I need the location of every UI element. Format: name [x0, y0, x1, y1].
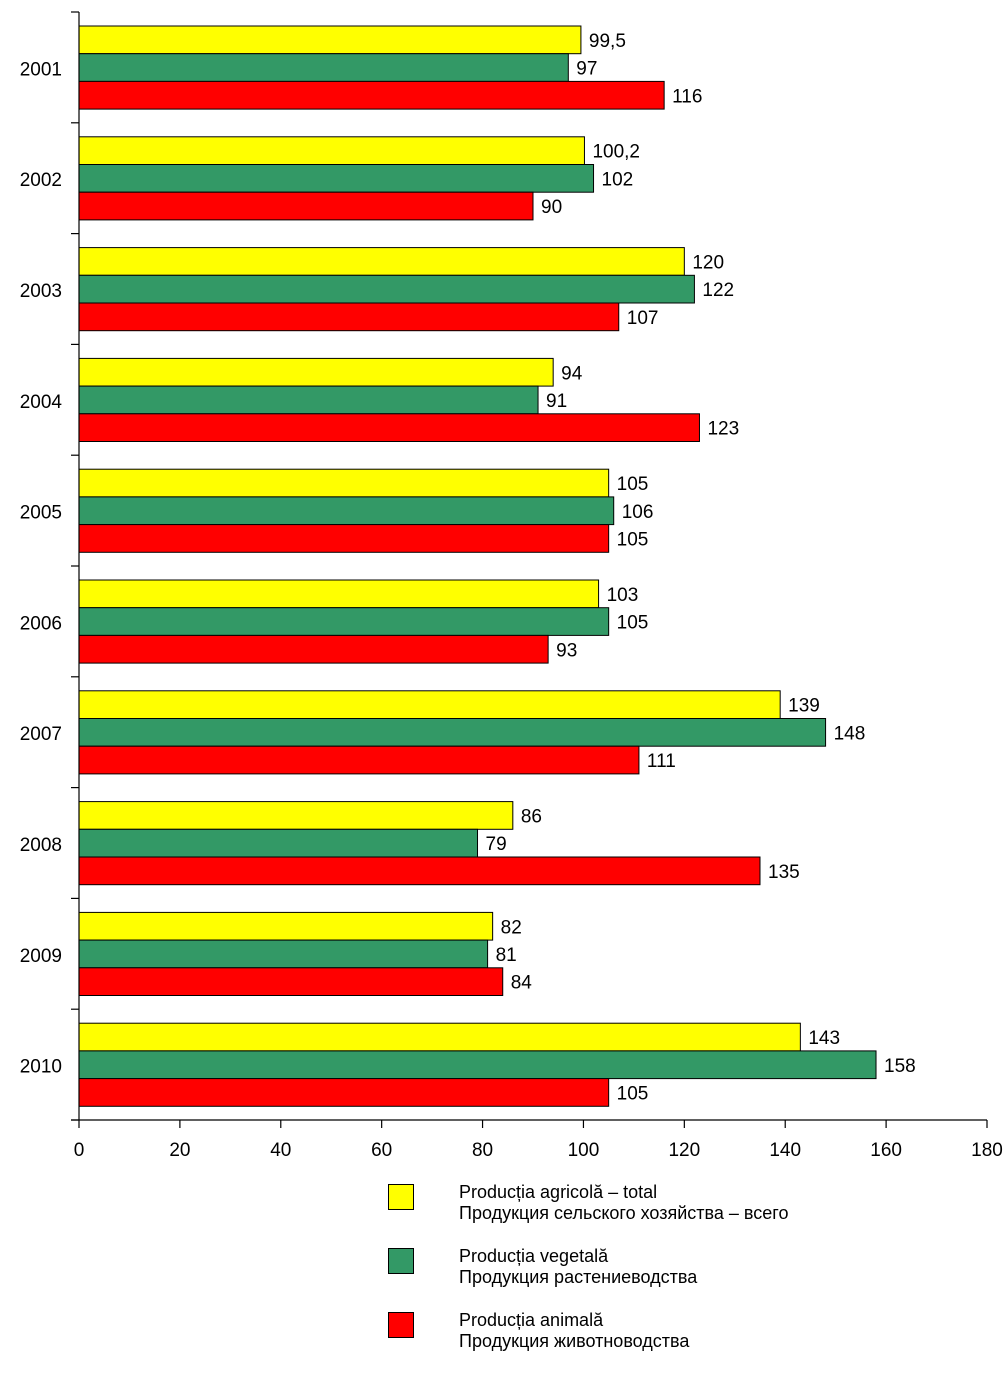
bar	[78, 579, 600, 609]
data-label: 148	[834, 723, 866, 744]
y-tick-label: 2007	[20, 724, 62, 745]
bar	[78, 136, 585, 166]
data-label: 143	[808, 1028, 840, 1049]
legend-label-animal: Producția animală	[459, 1310, 604, 1330]
data-label: 86	[521, 806, 542, 827]
data-label: 105	[617, 1083, 649, 1104]
data-label: 116	[672, 86, 702, 107]
y-tick-label: 2006	[20, 613, 62, 634]
data-label: 94	[561, 363, 583, 384]
bar	[78, 967, 504, 996]
data-label: 106	[622, 502, 654, 523]
bar	[78, 1050, 877, 1080]
legend-swatch-total	[388, 1184, 414, 1210]
bar	[78, 745, 640, 775]
legend-label-vegetal-ru: Продукция растениеводства	[459, 1267, 698, 1287]
data-label: 107	[627, 308, 659, 329]
bar	[78, 385, 539, 415]
data-label: 135	[768, 862, 800, 883]
data-label: 120	[692, 252, 724, 273]
data-label: 105	[617, 613, 649, 634]
bar	[78, 468, 610, 498]
bar	[78, 634, 549, 664]
data-label: 105	[617, 474, 649, 495]
y-tick-label: 2003	[20, 281, 62, 302]
bar-chart: 99,5 97 116 2001 100,2 102 90 2002 120 122 107 2003…	[20, 11, 1003, 1161]
bar	[78, 247, 685, 276]
y-tick-label: 2005	[20, 503, 62, 524]
bar	[78, 302, 620, 332]
data-label: 82	[501, 917, 522, 938]
y-tick-label: 2001	[20, 59, 62, 80]
bar	[78, 690, 781, 719]
data-label: 158	[884, 1056, 916, 1077]
legend-label-animal-ru: Продукция животноводства	[459, 1331, 690, 1351]
legend-swatch-animal	[388, 1312, 414, 1338]
bar	[78, 856, 761, 886]
y-tick-label: 2002	[20, 170, 62, 191]
x-tick-label: 40	[270, 1140, 291, 1161]
data-label: 97	[576, 59, 597, 80]
bar	[78, 607, 610, 636]
bar	[78, 25, 582, 55]
bar	[78, 413, 700, 442]
bar	[78, 191, 534, 221]
data-label: 111	[647, 751, 676, 772]
data-label: 103	[607, 585, 639, 606]
y-tick-label: 2004	[20, 392, 63, 413]
legend-item-total: Producția agricolă – total Продукция сел…	[388, 1182, 988, 1246]
data-label: 123	[707, 419, 739, 440]
legend: Producția agricolă – total Продукция сел…	[388, 1182, 988, 1374]
x-tick-label: 120	[668, 1140, 700, 1161]
x-tick-label: 0	[74, 1140, 85, 1161]
data-label: 102	[602, 169, 634, 190]
bar	[78, 939, 489, 969]
data-label: 79	[486, 834, 507, 855]
bar	[78, 164, 595, 193]
data-label: 90	[541, 197, 562, 218]
bar	[78, 718, 827, 747]
bar	[78, 496, 615, 526]
x-tick-label: 100	[568, 1140, 600, 1161]
data-label: 105	[617, 529, 649, 550]
bar	[78, 828, 479, 858]
data-label: 84	[511, 973, 533, 994]
legend-label-total: Producția agricolă – total	[459, 1182, 658, 1202]
bar	[78, 524, 610, 553]
data-label: 139	[788, 696, 820, 717]
data-label: 93	[556, 640, 577, 661]
legend-item-animal: Producția animală Продукция животноводст…	[388, 1310, 988, 1374]
bar	[78, 911, 494, 941]
legend-label-total-ru: Продукция сельского хозяйства – всего	[459, 1203, 789, 1223]
data-label: 99,5	[589, 31, 626, 52]
x-tick-label: 140	[769, 1140, 801, 1161]
x-tick-label: 180	[971, 1140, 1003, 1161]
legend-swatch-vegetal	[388, 1248, 414, 1274]
bar	[78, 1022, 801, 1052]
bar	[78, 357, 554, 387]
bar	[78, 80, 665, 110]
x-tick-label: 60	[371, 1140, 392, 1161]
bar	[78, 53, 569, 82]
y-tick-label: 2010	[20, 1057, 62, 1078]
legend-item-vegetal: Producția vegetală Продукция растениевод…	[388, 1246, 988, 1310]
data-label: 81	[496, 945, 517, 966]
data-label: 100,2	[592, 142, 640, 163]
bar	[78, 274, 695, 304]
y-tick-label: 2009	[20, 946, 62, 967]
legend-label-vegetal: Producția vegetală	[459, 1246, 609, 1266]
bar	[78, 801, 514, 830]
x-tick-label: 20	[169, 1140, 190, 1161]
bar	[78, 1078, 610, 1107]
y-tick-label: 2008	[20, 835, 62, 856]
x-tick-label: 80	[472, 1140, 493, 1161]
x-tick-label: 160	[870, 1140, 902, 1161]
data-label: 122	[702, 280, 734, 301]
data-label: 91	[546, 391, 567, 412]
